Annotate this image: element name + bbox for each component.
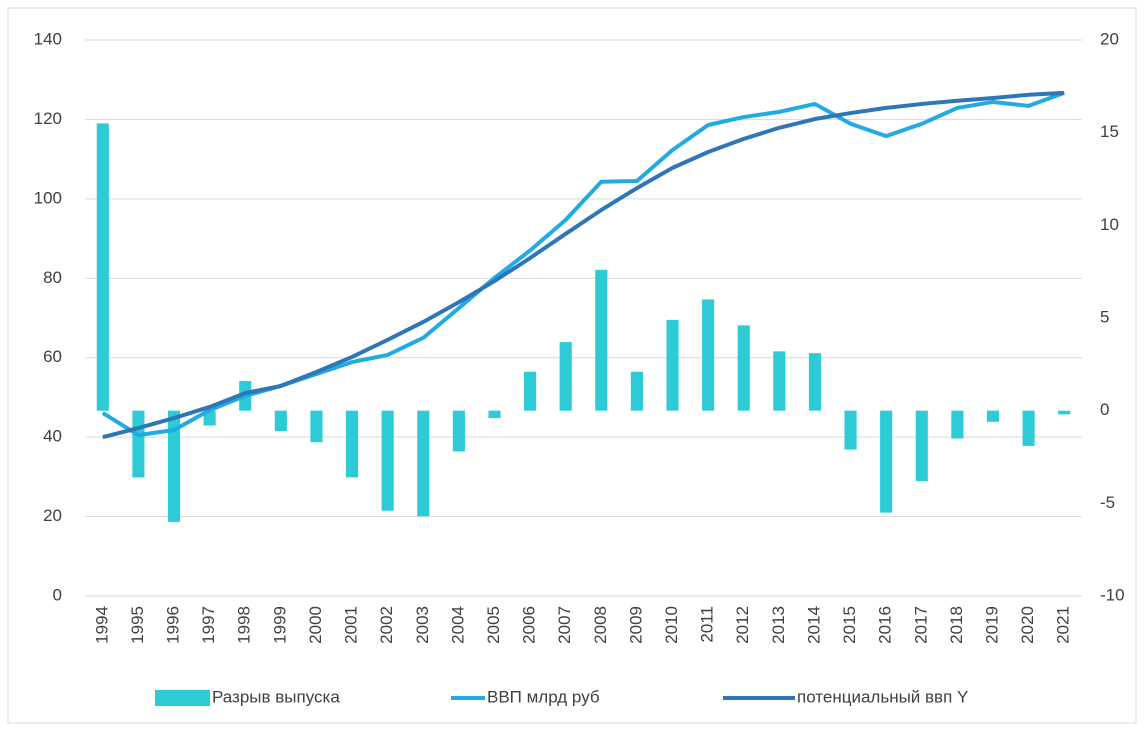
bar <box>737 325 750 411</box>
x-tick-label: 1996 <box>164 606 183 644</box>
y-tick-label: 120 <box>34 109 62 128</box>
x-tick-label: 1999 <box>270 606 289 644</box>
x-tick-label: 2020 <box>1018 606 1037 644</box>
y2-tick-label: 5 <box>1100 307 1109 326</box>
x-tick-label: 2015 <box>840 606 859 644</box>
x-tick-label: 2008 <box>591 606 610 644</box>
x-tick-label: 2007 <box>555 606 574 644</box>
x-tick-label: 2013 <box>769 606 788 644</box>
bar <box>417 410 430 517</box>
bar <box>915 410 928 482</box>
legend-label: Разрыв выпуска <box>212 687 340 706</box>
y2-tick-label: 20 <box>1100 29 1119 48</box>
x-tick-label: 2018 <box>947 606 966 644</box>
x-tick-label: 1998 <box>235 606 254 644</box>
bar <box>488 410 501 419</box>
x-tick-label: 2017 <box>911 606 930 644</box>
bar <box>524 371 537 411</box>
bar <box>808 353 821 411</box>
y-tick-label: 140 <box>34 29 62 48</box>
y-tick-label: 80 <box>43 268 62 287</box>
y2-tick-label: 10 <box>1100 215 1119 234</box>
x-tick-label: 2005 <box>484 606 503 644</box>
bar <box>666 319 679 411</box>
y2-tick-label: 0 <box>1100 400 1109 419</box>
bar <box>630 371 643 411</box>
bar <box>559 342 572 411</box>
x-tick-label: 2016 <box>876 606 895 644</box>
x-tick-label: 2009 <box>626 606 645 644</box>
bar <box>702 299 715 411</box>
bar <box>274 410 287 432</box>
y2-tick-label: 15 <box>1100 122 1119 141</box>
bar <box>346 410 359 478</box>
chart-frame <box>7 7 1137 724</box>
y-tick-label: 0 <box>53 585 62 604</box>
bar <box>310 410 323 443</box>
bar <box>96 123 109 411</box>
legend-label: потенциальный ввп Y <box>797 687 968 706</box>
bar <box>203 410 216 426</box>
x-tick-label: 2006 <box>520 606 539 644</box>
x-tick-label: 2012 <box>733 606 752 644</box>
x-tick-label: 2014 <box>804 606 823 644</box>
x-tick-label: 1995 <box>128 606 147 644</box>
x-tick-label: 1997 <box>199 606 218 644</box>
bar <box>1022 410 1035 446</box>
x-tick-label: 2001 <box>342 606 361 644</box>
x-tick-label: 1994 <box>92 606 111 644</box>
y-tick-label: 100 <box>34 188 62 207</box>
y2-tick-label: -5 <box>1100 493 1115 512</box>
x-tick-label: 2004 <box>448 606 467 644</box>
y-tick-label: 20 <box>43 506 62 525</box>
bar <box>452 410 465 452</box>
bar <box>595 269 608 411</box>
bar <box>951 410 964 439</box>
bar <box>167 410 181 522</box>
x-tick-label: 2000 <box>306 606 325 644</box>
bar <box>773 351 786 411</box>
legend-label: ВВП млрд руб <box>487 687 600 706</box>
line <box>102 90 1065 440</box>
x-tick-label: 2011 <box>698 606 717 643</box>
x-tick-label: 2021 <box>1054 606 1073 644</box>
bar <box>132 410 145 478</box>
bar <box>1058 410 1071 415</box>
x-tick-label: 2019 <box>982 606 1001 644</box>
bar <box>844 410 857 450</box>
y-tick-label: 60 <box>43 347 62 366</box>
y2-tick-label: -10 <box>1100 585 1125 604</box>
y-tick-label: 40 <box>43 427 62 446</box>
bar <box>381 410 394 511</box>
x-tick-label: 2010 <box>662 606 681 644</box>
legend-swatch <box>155 690 210 706</box>
x-tick-label: 2003 <box>413 606 432 644</box>
x-tick-label: 2002 <box>377 606 396 644</box>
bar <box>880 410 893 513</box>
bar <box>986 410 1000 422</box>
